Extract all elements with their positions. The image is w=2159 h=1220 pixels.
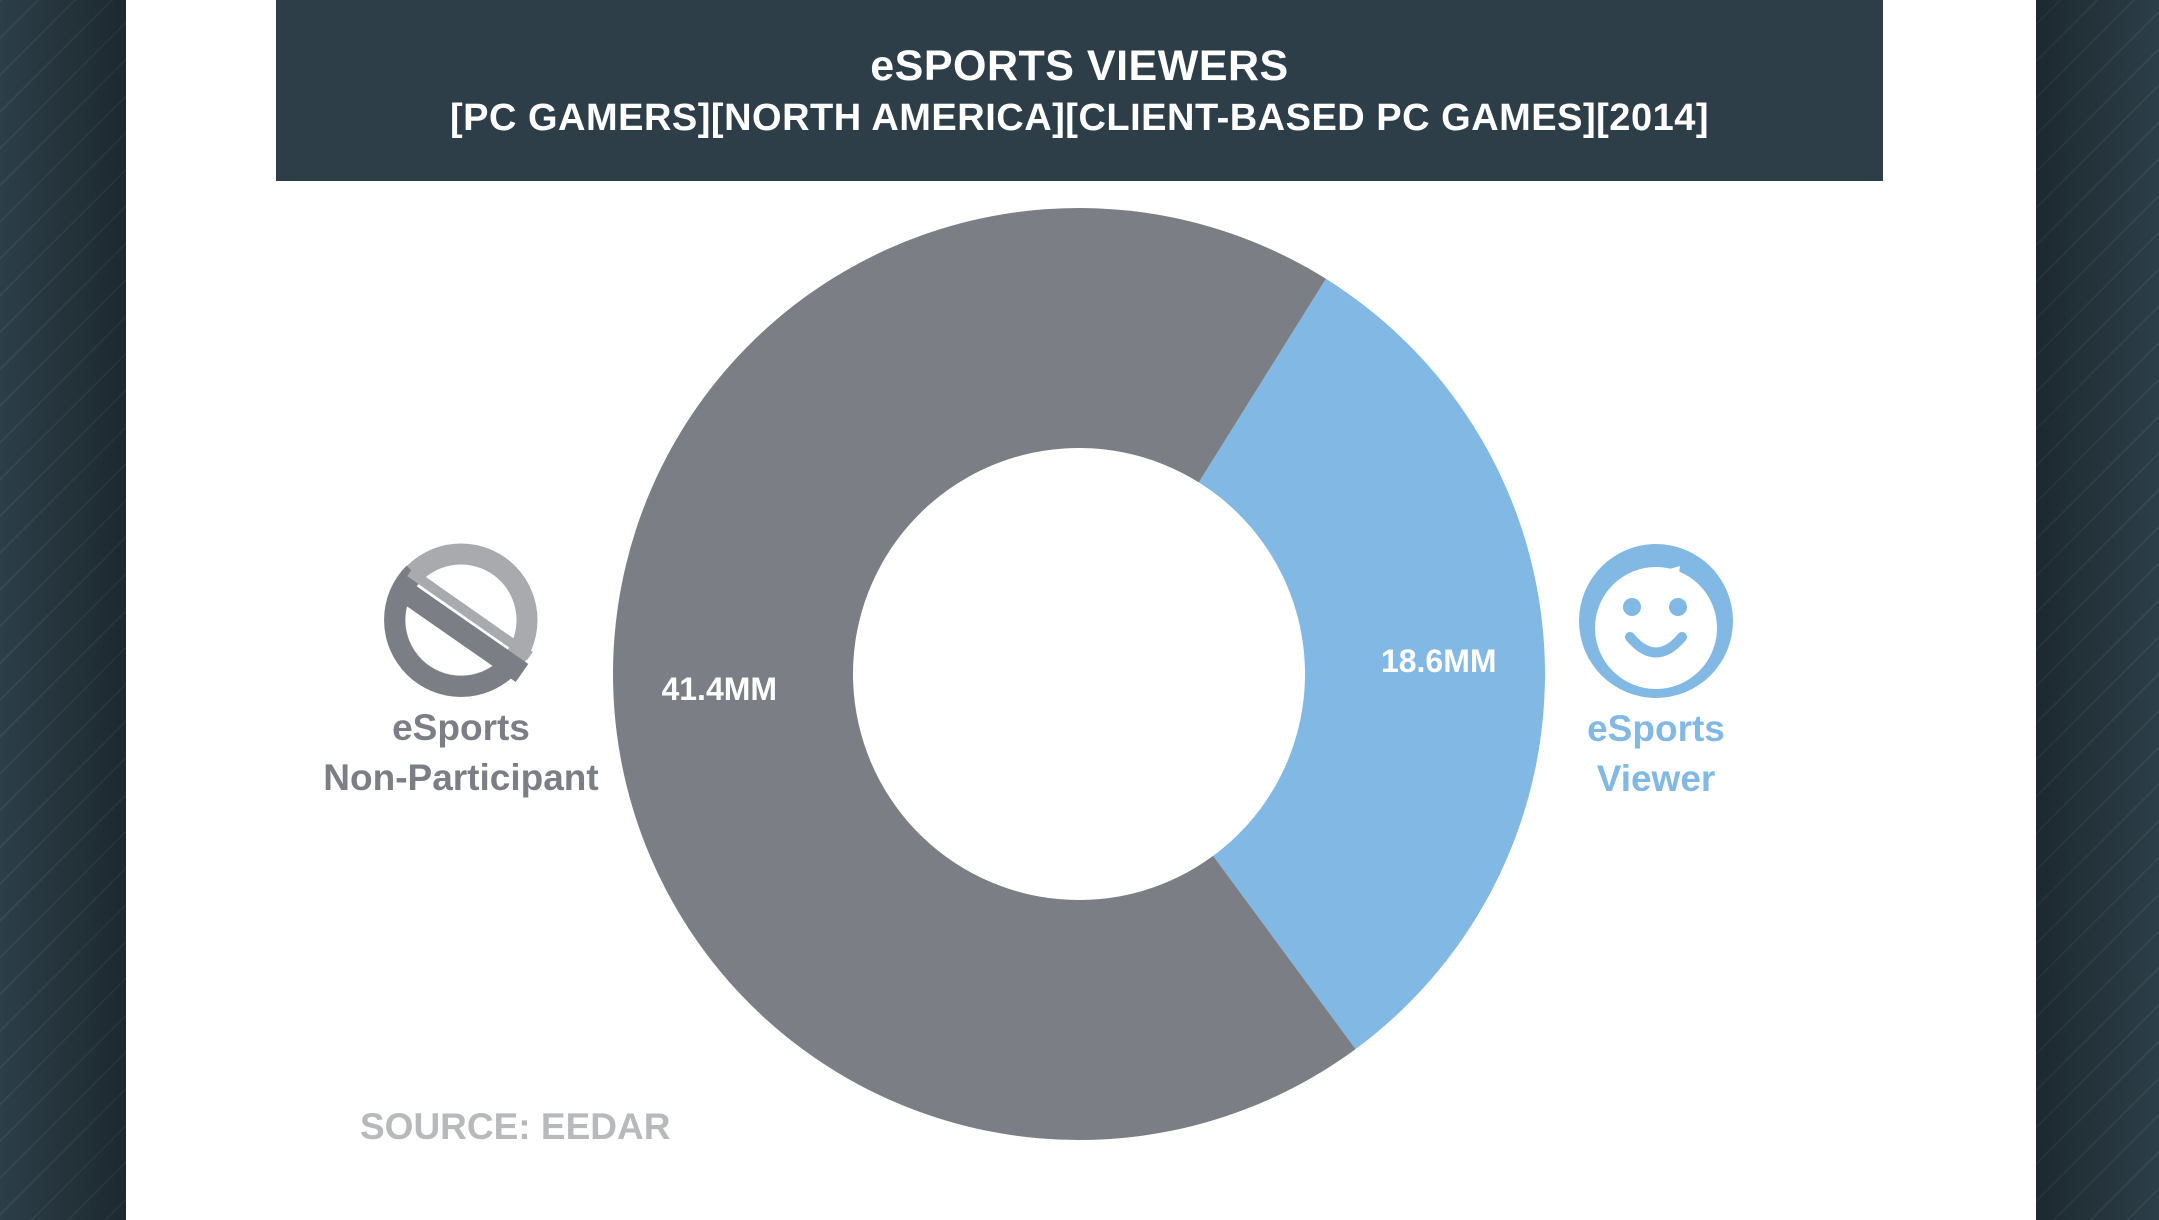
legend-non-participant: eSports Non-Participant [305,703,617,803]
donut-value-label: 18.6MM [1381,643,1497,679]
donut-slice-esports-viewer [1198,278,1545,1050]
chart-subtitle: [PC GAMERS][NORTH AMERICA][CLIENT-BASED … [449,97,1709,139]
prohibited-icon [384,543,538,697]
donut-slice-esports-non-participant [612,207,1356,1141]
chart-title: eSPORTS VIEWERS [870,42,1289,90]
legend-viewer-line2: Viewer [1596,758,1716,799]
chart-header: eSPORTS VIEWERS [PC GAMERS][NORTH AMERIC… [276,0,1883,181]
background-right [2036,0,2159,1220]
donut-value-labels: 18.6MM 41.4MM [661,643,1496,707]
legend-non-participant-line1: eSports [392,707,530,748]
source-note: SOURCE: EEDAR [360,1106,671,1147]
smiley-face-icon [1579,544,1733,698]
legend-non-participant-line2: Non-Participant [323,757,599,798]
donut-value-label: 41.4MM [661,671,777,707]
donut-slices [612,207,1545,1141]
legend-viewer: eSports Viewer [1536,704,1776,804]
legend-viewer-line1: eSports [1587,708,1725,749]
background-left [0,0,126,1220]
